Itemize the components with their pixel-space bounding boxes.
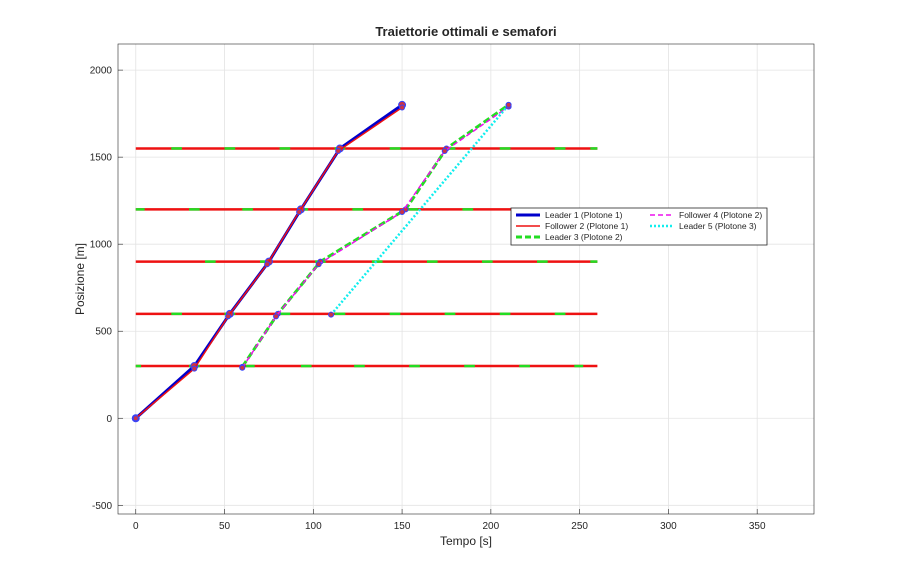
- x-tick-label: 50: [219, 521, 231, 532]
- trajectory-series: [131, 100, 512, 423]
- y-tick-label: -500: [92, 501, 112, 512]
- series-point-4: [441, 148, 448, 155]
- legend-entry-leader3: Leader 3 (Plotone 2): [545, 232, 623, 242]
- series-line-4: [241, 106, 510, 369]
- y-tick-label: 0: [106, 414, 112, 425]
- y-tick-label: 500: [95, 327, 112, 338]
- series-point-2: [335, 148, 342, 155]
- series-point-2: [296, 208, 303, 215]
- legend-entry-leader1: Leader 1 (Plotone 1): [545, 210, 623, 220]
- legend-entry-follower2: Follower 2 (Plotone 1): [545, 221, 628, 231]
- series-point-4: [315, 261, 322, 268]
- series-point-4: [239, 364, 246, 371]
- grid-lines: [118, 44, 814, 514]
- chart-title: Traiettorie ottimali e semafori: [375, 24, 556, 39]
- legend-entry-follower4: Follower 4 (Plotone 2): [679, 210, 762, 220]
- plot-frame: [117, 43, 815, 515]
- y-tick-label: 1500: [90, 153, 113, 164]
- series-point-4: [399, 208, 406, 215]
- series-point-2: [225, 313, 232, 320]
- x-tick-label: 0: [133, 521, 139, 532]
- legend-entry-leader5: Leader 5 (Plotone 3): [679, 221, 757, 231]
- legend-box: [510, 207, 768, 246]
- x-tick-label: 100: [305, 521, 322, 532]
- series-point-4: [273, 313, 280, 320]
- x-axis-label: Tempo [s]: [440, 534, 492, 548]
- axis-ticks: 0 50 100 150 200 250 300 350 -500 0 500 1000 1500 200…: [90, 66, 766, 532]
- x-tick-label: 150: [394, 521, 411, 532]
- series-point-2: [264, 261, 271, 268]
- series-line-5: [330, 104, 510, 316]
- series-point-2: [132, 415, 139, 422]
- series-point-5: [328, 311, 335, 318]
- legend: Leader 1 (Plotone 1) Follower 2 (Plotone…: [510, 207, 768, 246]
- series-line-3: [241, 103, 510, 368]
- x-tick-label: 250: [571, 521, 588, 532]
- series-point-2: [399, 104, 406, 111]
- x-tick-label: 200: [483, 521, 500, 532]
- x-tick-label: 350: [749, 521, 766, 532]
- x-tick-label: 300: [660, 521, 677, 532]
- series-point-5: [505, 101, 512, 108]
- y-axis-label: Posizione [m]: [73, 243, 87, 315]
- y-tick-label: 2000: [90, 66, 113, 77]
- series-point-2: [191, 365, 198, 372]
- plot-area: [118, 44, 814, 514]
- y-tick-label: 1000: [90, 240, 113, 251]
